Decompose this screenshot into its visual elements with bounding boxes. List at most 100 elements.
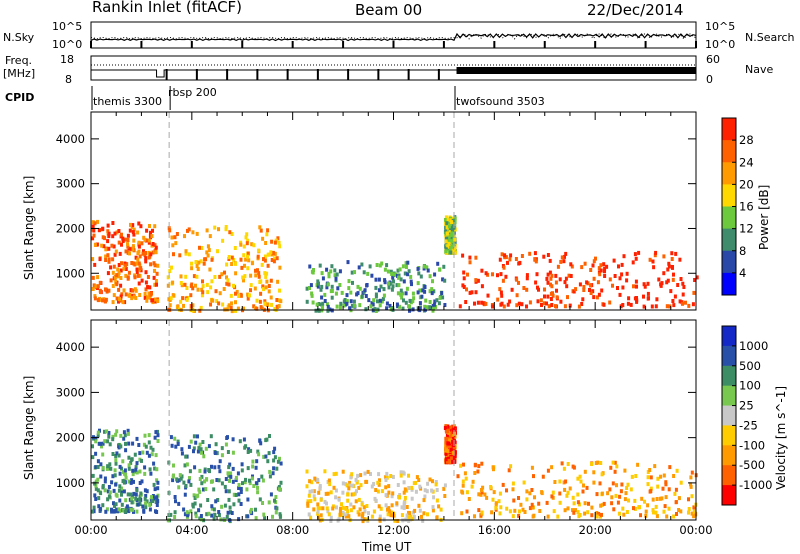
velocity-cell: [517, 513, 521, 518]
power-cell: [417, 271, 421, 276]
velocity-cell: [188, 469, 192, 474]
power-cell: [447, 224, 451, 229]
power-cell: [411, 299, 415, 303]
power-cell: [407, 269, 411, 274]
power-cell: [461, 283, 465, 288]
power-cell: [234, 261, 238, 266]
velocity-colorbar-swatch: [722, 345, 736, 367]
power-cell: [131, 288, 135, 293]
velocity-cell: [413, 508, 417, 513]
velocity-cell: [384, 503, 388, 508]
velocity-cell: [531, 505, 535, 510]
power-cell: [366, 271, 370, 276]
power-cell: [453, 246, 457, 251]
velocity-cell: [654, 510, 658, 515]
velocity-cell: [210, 506, 214, 511]
power-cell: [137, 244, 141, 249]
velocity-cell: [579, 479, 583, 484]
power-cell: [546, 294, 550, 299]
power-cell: [345, 299, 349, 304]
power-cell: [134, 296, 138, 300]
velocity-cell: [318, 506, 322, 511]
velocity-cell: [363, 509, 367, 514]
power-cell: [433, 299, 437, 304]
power-cell: [468, 290, 472, 295]
velocity-cell: [234, 478, 238, 482]
power-cell: [382, 287, 386, 292]
power-cell: [450, 220, 454, 225]
velocity-cell: [505, 488, 508, 493]
power-cell: [187, 227, 191, 232]
power-cell: [319, 287, 323, 292]
power-cell: [358, 303, 362, 308]
power-cell: [447, 241, 451, 246]
velocity-cell: [446, 449, 450, 454]
power-cell: [218, 274, 222, 279]
velocity-cell: [402, 506, 406, 510]
velocity-cell: [99, 491, 103, 496]
velocity-cell: [363, 471, 367, 476]
velocity-cell: [231, 479, 235, 484]
velocity-cell: [522, 480, 526, 485]
velocity-cell: [112, 488, 116, 493]
power-cell: [422, 264, 426, 269]
velocity-cell: [212, 487, 216, 492]
velocity-cell: [177, 501, 181, 506]
power-cell: [237, 294, 241, 298]
velocity-cell: [508, 509, 512, 514]
power-cell: [402, 298, 405, 303]
velocity-cell: [661, 486, 665, 491]
power-cell: [128, 251, 131, 256]
power-cell: [611, 283, 614, 288]
power-cell: [199, 259, 203, 264]
velocity-cell: [389, 474, 393, 478]
power-cell: [91, 287, 95, 291]
power-cell: [574, 287, 578, 292]
velocity-cell: [129, 507, 133, 512]
time-xtick-label: 16:00: [478, 523, 511, 537]
time-xlabel: Time UT: [362, 540, 412, 554]
power-cell: [564, 276, 568, 281]
velocity-cell: [198, 477, 202, 481]
velocity-cell: [257, 452, 261, 457]
power-cell: [474, 255, 478, 260]
velocity-frame: [90, 319, 697, 521]
power-cell: [349, 299, 353, 304]
velocity-cell: [117, 453, 121, 458]
velocity-cell: [278, 456, 281, 461]
power-cell: [201, 290, 205, 295]
power-cell: [137, 281, 141, 286]
power-cell: [326, 304, 330, 309]
power-cell: [113, 252, 117, 257]
velocity-cell: [562, 466, 566, 471]
velocity-cell: [262, 454, 266, 459]
velocity-cell: [341, 481, 345, 486]
power-cell: [252, 243, 256, 248]
power-cell: [406, 260, 410, 265]
velocity-cell: [203, 469, 207, 474]
power-cell: [179, 274, 183, 279]
power-cell: [150, 234, 154, 239]
velocity-cell: [108, 442, 112, 447]
power-cell: [403, 271, 407, 276]
velocity-cell: [453, 450, 457, 454]
velocity-cell: [143, 433, 147, 438]
power-cell: [666, 278, 670, 283]
velocity-cell: [111, 474, 115, 479]
velocity-cell: [656, 484, 660, 489]
velocity-cell: [566, 490, 570, 495]
power-cell: [392, 279, 395, 284]
velocity-cell: [155, 467, 159, 472]
power-cell: [600, 288, 604, 293]
power-cell: [124, 292, 128, 297]
power-cell: [545, 301, 548, 306]
velocity-cell: [96, 433, 100, 438]
velocity-cell: [143, 465, 147, 470]
power-cell: [525, 304, 528, 309]
noise-left-tick-top: 10^5: [52, 20, 83, 33]
power-cell: [412, 296, 416, 301]
power-cell: [263, 301, 267, 306]
velocity-cell: [444, 457, 448, 462]
power-cell: [168, 228, 172, 233]
velocity-cell: [239, 502, 243, 506]
